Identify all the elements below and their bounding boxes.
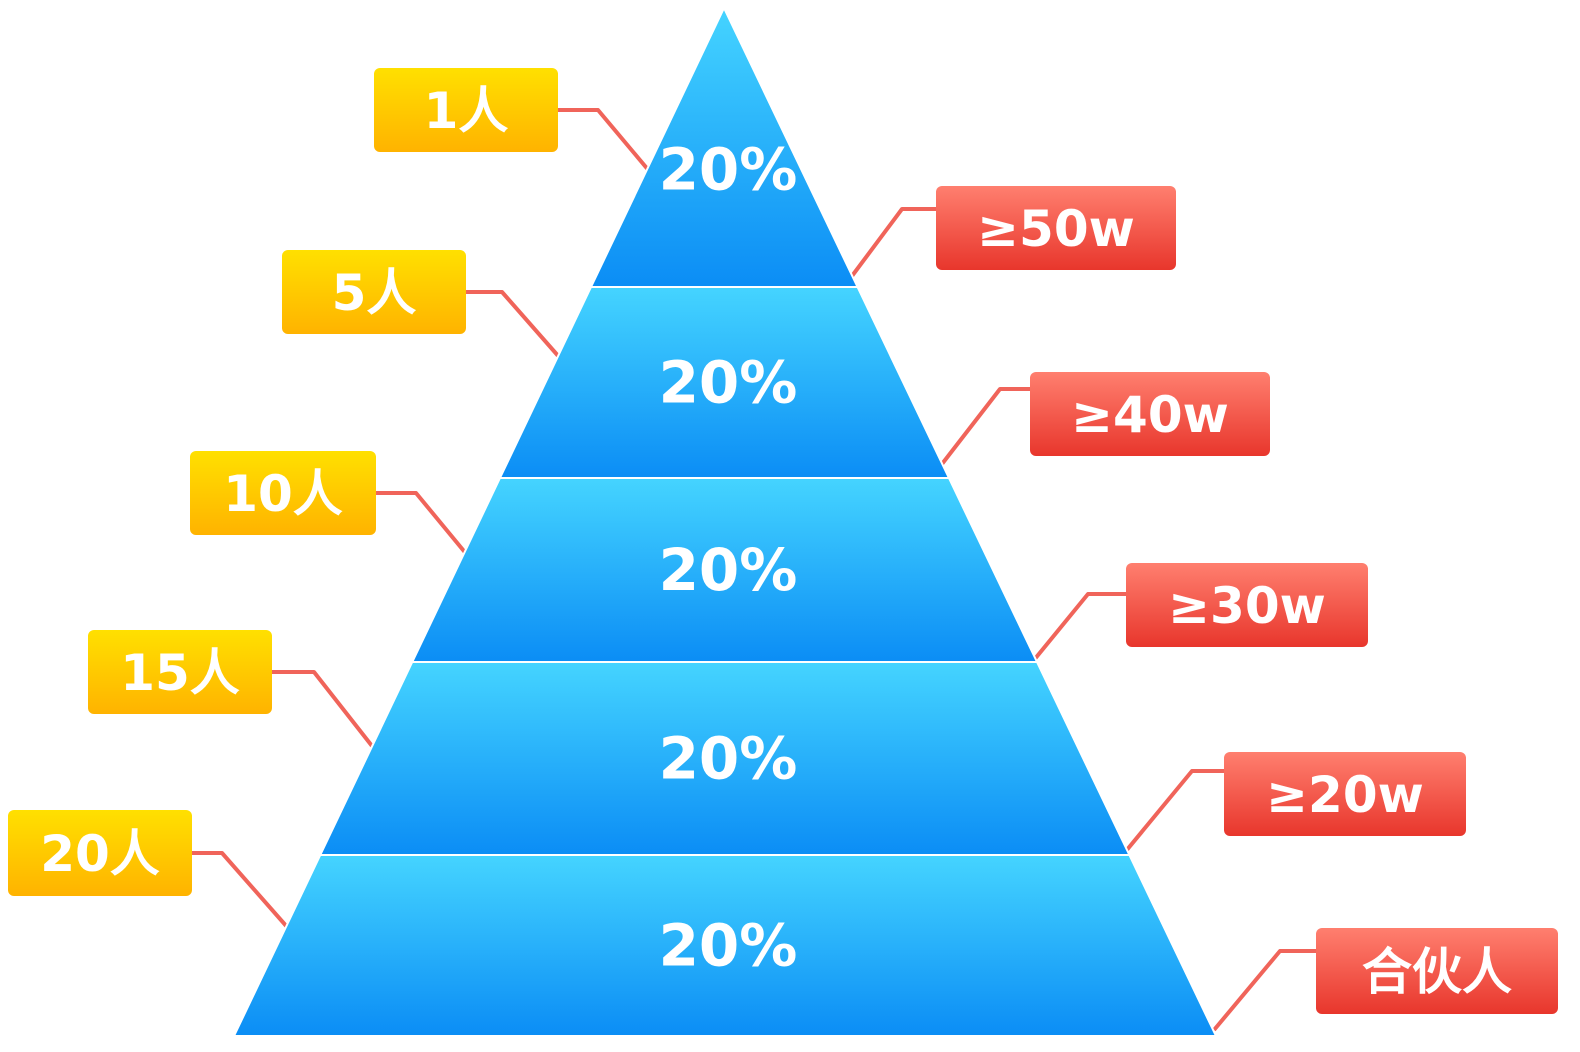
pyramid-tier-5 [232,854,1218,1037]
threshold-tag: ≥40w [1030,372,1270,456]
people-tags: 1人 5人 10人 15人 20人 [8,68,558,896]
people-tag: 5人 [282,250,466,334]
tier-value-label: 20% [659,349,798,417]
threshold-tag-label: ≥30w [1168,577,1326,635]
people-tag: 10人 [190,451,376,535]
threshold-tag-background [1316,928,1558,1014]
threshold-tag-background [936,186,1176,270]
people-connector-line [558,108,652,174]
threshold-tag-label: ≥50w [977,200,1135,258]
threshold-tag-background [1126,563,1368,647]
threshold-tag: ≥50w [936,186,1176,270]
people-tag-label: 5人 [332,264,417,322]
people-tag-label: 20人 [40,825,160,883]
threshold-tag: ≥20w [1224,752,1466,836]
threshold-connector-line [1032,592,1126,662]
people-connector-line [466,290,562,360]
threshold-connector-line [1212,949,1316,1032]
threshold-connector-line [850,207,936,278]
threshold-connector-line [940,387,1030,466]
people-tag-label: 1人 [424,82,509,140]
people-connector-line [192,851,290,930]
people-tag-background [282,250,466,334]
people-tag-background [374,68,558,152]
tier-value-label: 20% [659,536,798,604]
threshold-tag-label: ≥40w [1071,386,1229,444]
people-tag: 1人 [374,68,558,152]
people-tag-background [8,810,192,896]
tier-value-label: 20% [659,136,798,204]
threshold-tag: ≥30w [1126,563,1368,647]
connectors [192,108,1316,1032]
people-tag: 15人 [88,630,272,714]
people-tag: 20人 [8,810,192,896]
threshold-tag-label: ≥20w [1266,766,1424,824]
threshold-tag-background [1030,372,1270,456]
threshold-connector-line [1124,769,1224,853]
people-tag-background [190,451,376,535]
people-connector-line [272,670,374,748]
tier-value-label: 20% [659,912,798,980]
threshold-tag-label: 合伙人 [1362,943,1512,1001]
tier-value-label: 20% [659,725,798,793]
people-connector-line [376,491,470,558]
people-tag-label: 10人 [223,465,343,523]
threshold-tag: 合伙人 [1316,928,1558,1014]
pyramid-tiers: 20% 20% 20% 20% 20% [232,5,1218,1037]
people-tag-background [88,630,272,714]
threshold-tag-background [1224,752,1466,836]
people-tag-label: 15人 [120,644,240,702]
threshold-tags: ≥50w ≥40w ≥30w ≥20w 合伙人 [936,186,1558,1014]
